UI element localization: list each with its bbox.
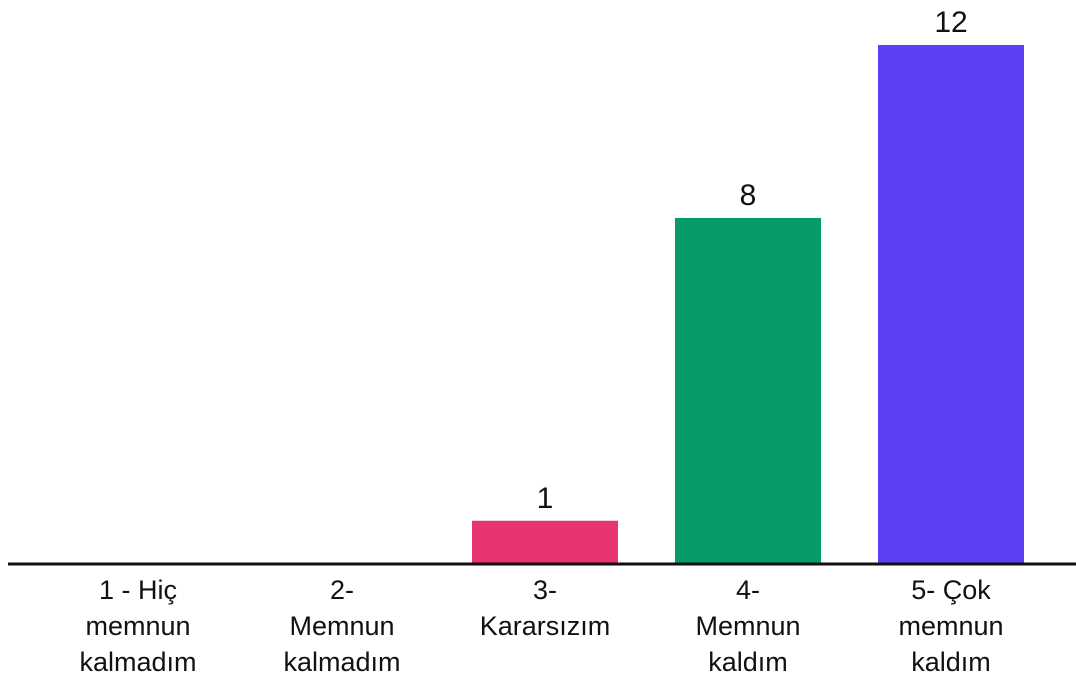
x-tick-label-line: 5- Çok <box>911 575 991 605</box>
value-label-4: 8 <box>740 179 757 212</box>
x-tick-label-line: kalmadım <box>79 647 196 677</box>
x-tick-label-line: kalmadım <box>283 647 400 677</box>
bar-3 <box>472 520 618 564</box>
x-tick-label-5: 5- Çok memnun kaldım <box>898 575 1003 677</box>
bar-5 <box>878 45 1024 564</box>
bar-4 <box>675 218 821 564</box>
x-tick-label-line: Kararsızım <box>480 611 611 641</box>
x-tick-label-2: 2- Memnun kalmadım <box>283 575 400 677</box>
x-tick-label-line: 2- <box>330 575 354 605</box>
x-tick-labels-group: 1 - Hiç memnun kalmadım 2- Memnun kalmadım 3- K… <box>79 575 1003 677</box>
x-tick-label-line: kaldım <box>708 647 788 677</box>
value-label-3: 1 <box>537 482 554 515</box>
x-tick-label-line: 4- <box>736 575 760 605</box>
x-tick-label-line: 3- <box>533 575 557 605</box>
x-tick-label-line: Memnun <box>289 611 394 641</box>
x-tick-label-line: Memnun <box>695 611 800 641</box>
x-tick-label-line: kaldım <box>911 647 991 677</box>
x-tick-label-1: 1 - Hiç memnun kalmadım <box>79 575 196 677</box>
x-tick-label-line: 1 - Hiç <box>99 575 177 605</box>
value-label-5: 12 <box>934 6 967 39</box>
x-tick-label-line: memnun <box>898 611 1003 641</box>
bars-group <box>472 45 1024 564</box>
x-tick-label-4: 4- Memnun kaldım <box>695 575 800 677</box>
x-tick-label-line: memnun <box>85 611 190 641</box>
x-tick-label-3: 3- Kararsızım <box>480 575 611 641</box>
